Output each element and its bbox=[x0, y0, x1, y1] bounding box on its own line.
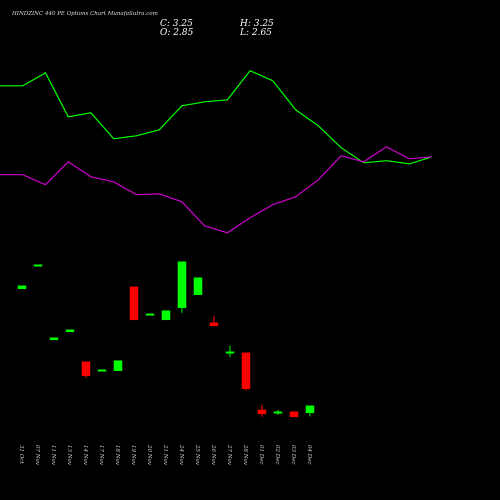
x-tick-label: 13 Nov bbox=[66, 445, 72, 466]
candle-body bbox=[17, 285, 27, 290]
candle-body bbox=[113, 360, 123, 371]
x-tick-label: 07 Nov bbox=[34, 445, 40, 466]
candle-body bbox=[209, 322, 219, 327]
candle-body bbox=[273, 411, 283, 414]
candle-body bbox=[97, 369, 107, 372]
x-tick-label: 01 Dec bbox=[258, 445, 264, 465]
x-tick-label: 17 Nov bbox=[98, 445, 104, 466]
candle-body bbox=[177, 261, 187, 308]
x-tick-label: 27 Nov bbox=[226, 444, 232, 466]
x-tick-label: 20 Nov bbox=[146, 444, 152, 466]
x-tick-label: 02 Dec bbox=[274, 445, 280, 465]
summary-low: L: 2.65 bbox=[239, 28, 272, 38]
candle-body bbox=[305, 405, 315, 414]
x-tick-label: 26 Nov bbox=[210, 444, 216, 466]
x-tick-label: 18 Nov bbox=[114, 445, 120, 466]
x-tick-label: 24 Nov bbox=[178, 444, 184, 466]
summary-high: H: 3.25 bbox=[239, 19, 274, 29]
x-tick-label: 25 Nov bbox=[194, 444, 200, 466]
candle-body bbox=[65, 329, 75, 333]
candle-body bbox=[161, 310, 171, 321]
summary-open: O: 2.85 bbox=[160, 28, 194, 38]
x-tick-label: 19 Nov bbox=[130, 445, 136, 466]
x-tick-label: 14 Nov bbox=[82, 445, 88, 466]
candle-body bbox=[33, 264, 43, 267]
line bbox=[0, 146, 433, 234]
candle-body bbox=[241, 352, 251, 390]
x-tick-label: 04 Dec bbox=[306, 445, 312, 465]
x-tick-label: 21 Nov bbox=[162, 444, 168, 466]
x-tick-label: 11 Nov bbox=[50, 445, 56, 466]
x-tick-label: 31 Oct bbox=[18, 445, 24, 464]
candle-body bbox=[49, 337, 59, 341]
candle-body bbox=[145, 313, 155, 316]
summary-close: C: 3.25 bbox=[160, 19, 193, 29]
candle-body bbox=[257, 409, 267, 415]
chart-title: HINDZINC 440 PE Options Chart MunafaSutr… bbox=[11, 11, 158, 17]
candle-body bbox=[289, 411, 299, 418]
candle-body bbox=[193, 277, 203, 295]
x-tick-label: 03 Dec bbox=[290, 445, 296, 465]
candle-body bbox=[129, 286, 139, 321]
candle-body bbox=[225, 351, 235, 354]
candle-body bbox=[81, 361, 91, 377]
x-tick-label: 28 Nov bbox=[242, 444, 248, 466]
